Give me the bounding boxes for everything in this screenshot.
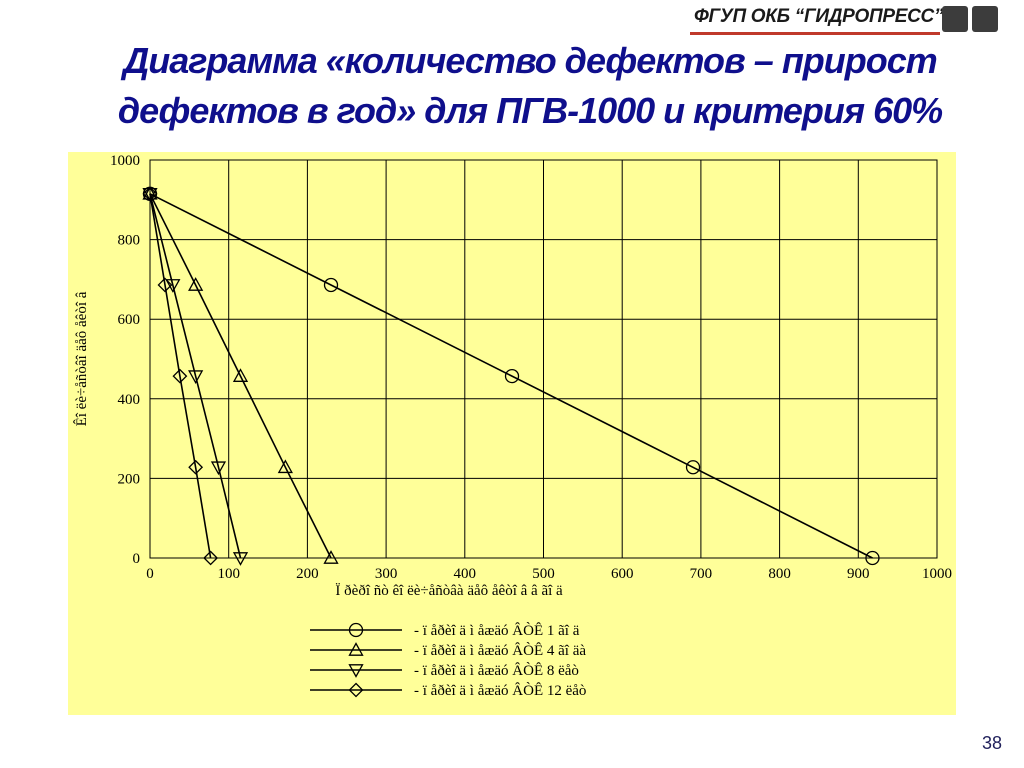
y-tick-label: 400	[118, 392, 141, 408]
page-number: 38	[982, 733, 1003, 753]
series-line-1	[149, 193, 873, 559]
legend-label-2: - ï åðèî ä ì åæäó ÂÒÊ 4 ãî äà	[414, 642, 586, 659]
y-tick-label: 1000	[110, 153, 140, 169]
x-tick-label: 900	[847, 566, 870, 582]
logo-emblem-icon	[942, 6, 968, 32]
data-point-series-2	[188, 277, 204, 291]
data-point-series-2	[323, 550, 339, 564]
legend-marker-3	[348, 664, 364, 678]
x-tick-label: 700	[690, 566, 713, 582]
legend-marker-4	[348, 682, 364, 698]
x-tick-label: 100	[217, 566, 240, 582]
legend-marker-1	[348, 622, 364, 638]
y-tick-label: 200	[118, 471, 141, 487]
data-point-series-4	[188, 459, 204, 475]
logo-emblem-icon	[972, 6, 998, 32]
data-point-series-3	[232, 552, 249, 566]
slide-title-line-1: Диаграмма «количество дефектов – прирост	[123, 40, 938, 81]
y-tick-label: 800	[118, 233, 141, 249]
x-tick-label: 300	[375, 566, 398, 582]
legend-label-4: - ï åðèî ä ì åæäó ÂÒÊ 12 ëåò	[414, 682, 586, 699]
series-line-4	[149, 193, 212, 559]
x-tick-label: 200	[296, 566, 319, 582]
series-line-2	[149, 193, 332, 559]
x-tick-label: 600	[611, 566, 634, 582]
logo-underline	[690, 32, 940, 35]
data-point-series-1	[685, 460, 701, 475]
legend-marker-2	[348, 642, 364, 656]
data-point-series-2	[232, 368, 249, 382]
data-point-series-4	[203, 550, 219, 566]
data-point-series-4	[142, 186, 158, 202]
data-point-series-4	[157, 277, 173, 293]
data-point-series-1	[323, 277, 339, 293]
chart: 0 100 200 300 400 500 600 700 800 900 1000 0 200 400 6…	[73, 153, 952, 699]
data-point-series-3	[188, 370, 204, 384]
x-tick-label: 500	[532, 566, 555, 582]
x-tick-label: 0	[146, 566, 154, 582]
chart-panel: 0 100 200 300 400 500 600 700 800 900 1000 0 200 400 6…	[68, 152, 956, 715]
slide-title-line-2: дефектов в год» для ПГВ-1000 и критерия …	[117, 90, 943, 131]
x-axis-label: Ï ðèðî ñò êî ëè÷åñòâà äåô åêòî â â ãî ä	[335, 582, 563, 599]
legend-label-1: - ï åðèî ä ì åæäó ÂÒÊ 1 ãî ä	[414, 622, 580, 639]
x-tick-label: 800	[768, 566, 791, 582]
legend-label-3: - ï åðèî ä ì åæäó ÂÒÊ 8 ëåò	[414, 662, 579, 679]
data-point-series-3	[142, 187, 158, 202]
data-point-series-4	[172, 368, 188, 384]
company-logo: ФГУП ОКБ “ГИДРОПРЕСС”	[686, 2, 1016, 50]
data-point-series-3	[210, 461, 227, 476]
x-tick-label: 1000	[922, 566, 952, 582]
series-line-3	[149, 193, 242, 559]
y-axis-label: Êî ëè÷åñòâî äåô åêòî â	[73, 291, 90, 426]
x-tick-label: 400	[454, 566, 477, 582]
data-point-series-1	[865, 550, 880, 566]
data-point-series-3	[165, 279, 181, 293]
y-tick-label: 600	[118, 312, 141, 328]
logo-text: ФГУП ОКБ “ГИДРОПРЕСС”	[694, 6, 944, 27]
y-tick-label: 0	[133, 551, 141, 567]
slide-title: Диаграмма «количество дефектов – прирост…	[40, 36, 1020, 136]
data-point-series-1	[504, 368, 520, 384]
data-point-series-2	[277, 459, 293, 474]
